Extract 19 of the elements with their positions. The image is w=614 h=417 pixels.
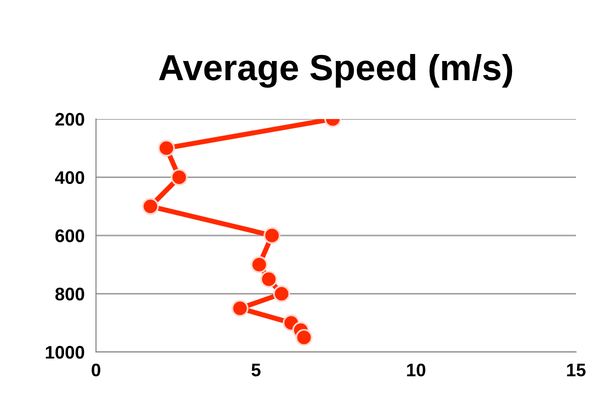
- x-tick-label: 5: [252, 364, 261, 376]
- y-tick-label: 800: [55, 288, 84, 300]
- point: [260, 270, 278, 288]
- point: [250, 256, 268, 274]
- y-tick-label: 600: [55, 229, 84, 242]
- y-tick-label: 200: [55, 112, 84, 126]
- point: [264, 227, 280, 244]
- chart-title: Average Speed (m/s): [158, 54, 512, 88]
- x-tick-label: 0: [92, 364, 100, 376]
- point: [273, 285, 290, 302]
- point: [158, 140, 175, 157]
- point: [170, 168, 188, 186]
- y-tick-label: 1000: [46, 346, 84, 359]
- point: [296, 328, 312, 346]
- y-tick-label: 400: [55, 171, 84, 184]
- x-tick-label: 10: [407, 364, 426, 376]
- point: [232, 300, 248, 317]
- x-tick-label: 15: [567, 364, 586, 376]
- point: [142, 198, 159, 215]
